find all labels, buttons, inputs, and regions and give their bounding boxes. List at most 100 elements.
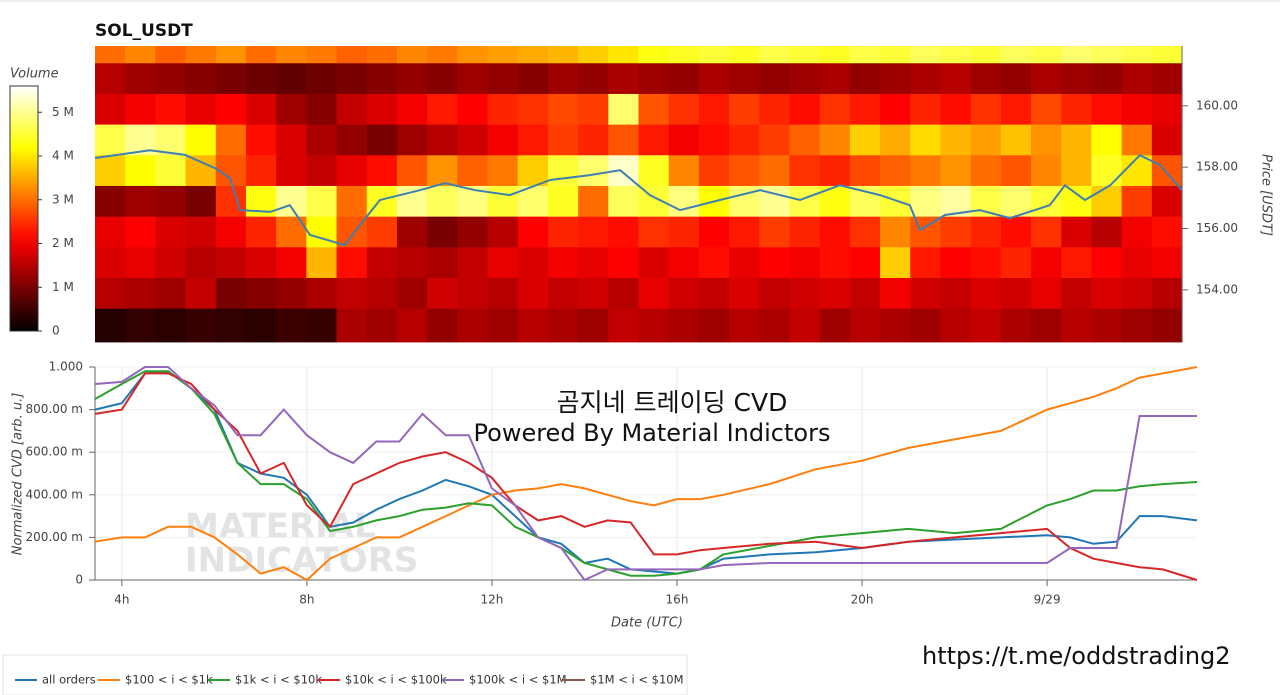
heatmap-cell xyxy=(1151,154,1183,186)
legend-label: $1M < i < $10M xyxy=(590,673,684,687)
heatmap-cell xyxy=(668,93,700,125)
heatmap-cell xyxy=(729,46,760,64)
heatmap-cell xyxy=(698,277,730,309)
heatmap-cell xyxy=(910,124,942,156)
heatmap-cell xyxy=(668,154,700,186)
heatmap-cell xyxy=(1031,62,1062,94)
heatmap-cell xyxy=(366,93,398,125)
heatmap-cell xyxy=(578,277,609,309)
heatmap-cell xyxy=(245,216,277,248)
y-tick-label: 200.00 m xyxy=(26,530,84,544)
y-tick-label: 160.00 xyxy=(1196,98,1238,112)
heatmap-cell xyxy=(759,46,791,64)
heatmap-cell xyxy=(366,216,398,248)
heatmap-cell xyxy=(970,246,1002,278)
y-tick-label: 600.00 m xyxy=(26,445,84,459)
x-tick-label: 12h xyxy=(481,593,504,607)
heatmap-cell xyxy=(155,124,187,156)
heatmap-cell xyxy=(849,246,881,278)
heatmap-cell xyxy=(517,62,549,94)
heatmap-cell xyxy=(427,62,458,94)
y-axis-label: Price [USDT] xyxy=(1259,154,1274,236)
heatmap-cell xyxy=(880,246,911,278)
heatmap-cell xyxy=(155,246,187,278)
heatmap-cell xyxy=(638,93,670,125)
heatmap-cell xyxy=(366,124,398,156)
heatmap-cell xyxy=(1151,46,1183,64)
heatmap-cell xyxy=(819,46,851,64)
heatmap-cell xyxy=(487,185,519,217)
heatmap-cell xyxy=(789,46,821,64)
heatmap-cell xyxy=(638,154,670,186)
heatmap-cell xyxy=(155,308,187,343)
heatmap-cell xyxy=(880,46,911,64)
heatmap-cell xyxy=(125,154,156,186)
heatmap-cell xyxy=(1121,124,1153,156)
heatmap-cell xyxy=(276,308,307,343)
heatmap-cell xyxy=(698,93,730,125)
heatmap-cell xyxy=(487,154,519,186)
heatmap-cell xyxy=(517,124,549,156)
heatmap-cell xyxy=(1151,277,1183,309)
heatmap-cell xyxy=(155,154,187,186)
heatmap-cell xyxy=(638,216,670,248)
heatmap-cell xyxy=(1091,308,1123,343)
heatmap-cell xyxy=(547,277,579,309)
heatmap-cell xyxy=(1091,124,1123,156)
heatmap-cell xyxy=(638,277,670,309)
heatmap-cell xyxy=(668,124,700,156)
heatmap-cell xyxy=(366,277,398,309)
heatmap-cell xyxy=(1091,93,1123,125)
heatmap-cell xyxy=(970,124,1002,156)
heatmap-cell xyxy=(1061,246,1093,278)
heatmap-cell xyxy=(396,124,428,156)
heatmap-cell xyxy=(336,246,368,278)
legend-label: $1k < i < $10k xyxy=(235,673,322,687)
heatmap-cell xyxy=(698,62,730,94)
heatmap-cell xyxy=(487,46,519,64)
heatmap-cell xyxy=(125,46,156,64)
heatmap-cell xyxy=(155,62,187,94)
legend-label: $100 < i < $1k xyxy=(125,673,213,687)
heatmap-cell xyxy=(789,216,821,248)
heatmap-cell xyxy=(155,185,187,217)
heatmap-cell xyxy=(1121,46,1153,64)
heatmap-cell xyxy=(457,216,489,248)
heatmap-cell xyxy=(1031,46,1062,64)
heatmap-cell xyxy=(487,124,519,156)
heatmap-cell xyxy=(849,277,881,309)
heatmap-cell xyxy=(1151,62,1183,94)
heatmap-cell xyxy=(698,308,730,343)
heatmap-cell xyxy=(366,308,398,343)
heatmap-cell xyxy=(759,216,791,248)
legend-label: $100k < i < $1M xyxy=(469,673,567,687)
heatmap-cell xyxy=(1031,185,1062,217)
heatmap-cell xyxy=(1031,216,1062,248)
heatmap-cell xyxy=(608,308,640,343)
heatmap-cell xyxy=(95,185,126,217)
heatmap-cell xyxy=(276,93,307,125)
heatmap-cell xyxy=(819,154,851,186)
heatmap-cell xyxy=(396,154,428,186)
heatmap-cell xyxy=(819,93,851,125)
heatmap-cell xyxy=(547,124,579,156)
heatmap-cell xyxy=(1121,93,1153,125)
heatmap-cell xyxy=(1151,246,1183,278)
heatmap-cell xyxy=(547,46,579,64)
heatmap-cell xyxy=(578,216,609,248)
heatmap-cell xyxy=(517,154,549,186)
heatmap-cell xyxy=(427,154,458,186)
heatmap-cell xyxy=(396,93,428,125)
heatmap-cell xyxy=(729,62,760,94)
heatmap-cell xyxy=(940,216,972,248)
heatmap-cell xyxy=(155,216,187,248)
series-line xyxy=(94,372,1198,581)
heatmap-cell xyxy=(789,154,821,186)
heatmap-cell xyxy=(245,154,277,186)
x-axis-label: Date (UTC) xyxy=(611,616,683,631)
heatmap-cell xyxy=(1091,277,1123,309)
heatmap-cell xyxy=(698,124,730,156)
heatmap-cell xyxy=(819,124,851,156)
heatmap-cell xyxy=(729,246,760,278)
heatmap-cell xyxy=(1151,308,1183,343)
